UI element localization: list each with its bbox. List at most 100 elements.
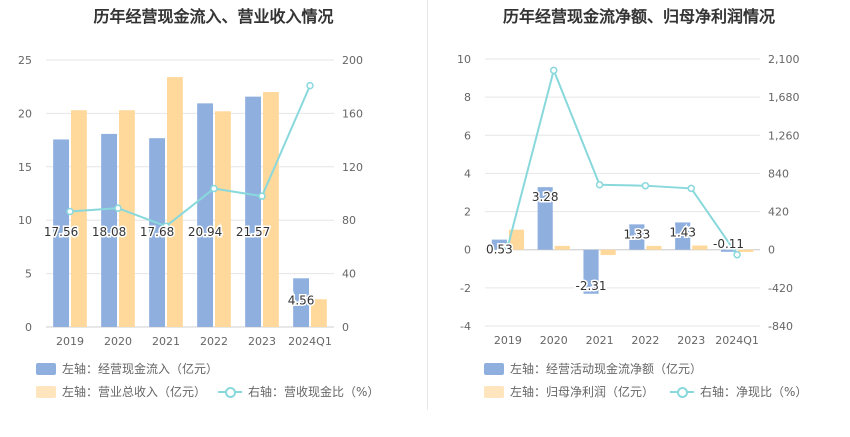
x-tick-label: 2022 bbox=[200, 335, 228, 348]
y-left-tick-label: 15 bbox=[18, 161, 32, 174]
data-label: 1.43 bbox=[669, 225, 696, 239]
legend-ratio[interactable]: 右轴：营收现金比（%） bbox=[218, 383, 379, 400]
data-label: 4.56 bbox=[288, 293, 315, 307]
legend-revenue-swatch bbox=[36, 385, 56, 398]
x-tick-label: 2023 bbox=[677, 334, 705, 347]
x-tick-label: 2019 bbox=[494, 334, 522, 347]
bar-series-1 bbox=[293, 278, 309, 327]
bar-series-2 bbox=[263, 92, 279, 327]
line-series bbox=[69, 85, 311, 228]
line-point bbox=[66, 207, 74, 216]
y-left-tick-label: 6 bbox=[464, 129, 471, 142]
y-right-tick-label: 40 bbox=[342, 268, 356, 281]
data-label: 20.94 bbox=[188, 225, 222, 239]
data-label: 17.56 bbox=[44, 225, 78, 239]
line-point bbox=[595, 181, 604, 189]
bar-series-1 bbox=[149, 138, 165, 327]
data-label: 18.08 bbox=[92, 225, 126, 239]
bar-series-2 bbox=[71, 110, 87, 327]
bar-series-2 bbox=[508, 229, 525, 250]
x-tick-label: 2020 bbox=[540, 334, 568, 347]
right-chart-title: 历年经营现金流净额、归母净利润情况 bbox=[502, 7, 775, 26]
bar-series-2 bbox=[738, 249, 754, 253]
legend-cash-ratio[interactable]: 右轴：净现比（%） bbox=[670, 383, 807, 400]
legend-revenue[interactable]: 左轴：营业总收入（亿元） bbox=[36, 383, 206, 400]
legend-net-profit-swatch bbox=[484, 385, 504, 398]
legend-cash-ratio-swatch bbox=[670, 386, 694, 398]
line-point bbox=[114, 204, 122, 212]
x-tick-label: 2024Q1 bbox=[715, 334, 759, 347]
bar-series-1 bbox=[197, 103, 213, 327]
y-right-tick-label: 1,680 bbox=[768, 91, 800, 104]
bar-series-2 bbox=[119, 110, 135, 327]
line-point bbox=[504, 242, 512, 250]
data-label: 17.68 bbox=[140, 225, 174, 239]
bar-series-1 bbox=[537, 187, 553, 250]
y-left-tick-label: 25 bbox=[18, 54, 32, 67]
y-left-tick-label: 0 bbox=[464, 244, 471, 257]
y-left-tick-label: 10 bbox=[18, 214, 32, 227]
left-chart-title: 历年经营现金流入、营业收入情况 bbox=[93, 7, 334, 26]
legend-net-profit[interactable]: 左轴：归母净利润（亿元） bbox=[484, 383, 654, 400]
bar-series-1 bbox=[101, 133, 117, 327]
data-label: -0.11 bbox=[713, 237, 744, 251]
x-tick-label: 2021 bbox=[152, 335, 180, 348]
x-tick-label: 2019 bbox=[56, 335, 84, 348]
y-right-tick-label: 0 bbox=[342, 321, 349, 334]
bar-series-2 bbox=[600, 249, 616, 256]
y-right-tick-label: 0 bbox=[768, 244, 775, 257]
legend-ratio-label: 右轴：营收现金比（%） bbox=[248, 385, 380, 399]
line-point bbox=[687, 184, 695, 193]
bar-series-1 bbox=[675, 222, 691, 250]
y-right-tick-label: 1,260 bbox=[768, 129, 800, 142]
y-right-tick-label: 80 bbox=[342, 214, 356, 227]
left-chart-svg: 0 5 10 15 20 25 0 40 80 120 160 200 2019 2020 2021 2022… bbox=[18, 54, 363, 348]
bar-series-2 bbox=[215, 111, 231, 327]
line-point bbox=[550, 66, 558, 75]
y-right-tick-label: 420 bbox=[768, 206, 789, 219]
bar-series-1 bbox=[491, 239, 507, 250]
y-right-tick-label: 200 bbox=[342, 54, 363, 67]
bar-series-2 bbox=[646, 245, 662, 250]
line-point bbox=[733, 250, 741, 259]
legend-net-cash-label: 左轴：经营活动现金流净额（亿元） bbox=[510, 362, 703, 376]
bar-series-1 bbox=[245, 96, 261, 327]
bar-series-1 bbox=[53, 139, 69, 327]
data-label: 1.33 bbox=[623, 227, 650, 241]
right-chart-svg: -4 -2 0 2 4 6 8 10 -840 -420 0 420 840 1,260 1,680 2,10… bbox=[457, 53, 800, 347]
bar-series-2 bbox=[554, 245, 570, 250]
y-right-tick-label: -840 bbox=[768, 320, 793, 333]
y-left-tick-label: 8 bbox=[464, 91, 471, 104]
line-point bbox=[162, 222, 170, 230]
bar-series-1 bbox=[629, 224, 645, 250]
bar-series-1 bbox=[583, 249, 599, 294]
x-tick-label: 2022 bbox=[631, 334, 659, 347]
left-chart-panel: 历年经营现金流入、营业收入情况 0 5 10 15 20 25 0 40 80 120 160 200… bbox=[18, 7, 379, 400]
y-left-tick-label: 0 bbox=[25, 321, 32, 334]
y-right-tick-label: 160 bbox=[342, 107, 363, 120]
x-tick-label: 2021 bbox=[586, 334, 614, 347]
y-left-tick-label: 4 bbox=[464, 167, 471, 180]
y-left-tick-label: -4 bbox=[460, 320, 471, 333]
y-right-tick-label: 120 bbox=[342, 161, 363, 174]
y-right-tick-label: -420 bbox=[768, 282, 793, 295]
legend-inflow[interactable]: 左轴：经营现金流入（亿元） bbox=[36, 360, 218, 377]
bar-series-2 bbox=[692, 245, 708, 250]
y-left-tick-label: 2 bbox=[464, 206, 471, 219]
line-point bbox=[641, 181, 650, 190]
legend-net-profit-label: 左轴：归母净利润（亿元） bbox=[510, 385, 655, 399]
data-label: 3.28 bbox=[532, 190, 559, 204]
data-label: -2.31 bbox=[575, 279, 606, 293]
data-label: 21.57 bbox=[236, 225, 270, 239]
panel-divider bbox=[427, 0, 428, 410]
right-chart-panel: 历年经营现金流净额、归母净利润情况 -4 -2 0 2 4 6 8 10 -840 -420 0 42… bbox=[428, 0, 850, 437]
line-series bbox=[506, 67, 738, 256]
x-tick-label: 2020 bbox=[104, 335, 132, 348]
legend-inflow-label: 左轴：经营现金流入（亿元） bbox=[62, 362, 219, 376]
x-tick-label: 2024Q1 bbox=[288, 335, 332, 348]
legend-net-cash[interactable]: 左轴：经营活动现金流净额（亿元） bbox=[484, 360, 702, 377]
y-left-tick-label: 20 bbox=[18, 107, 32, 120]
y-left-tick-label: -2 bbox=[460, 282, 471, 295]
legend-ratio-swatch bbox=[218, 386, 242, 398]
y-right-tick-label: 840 bbox=[768, 167, 789, 180]
